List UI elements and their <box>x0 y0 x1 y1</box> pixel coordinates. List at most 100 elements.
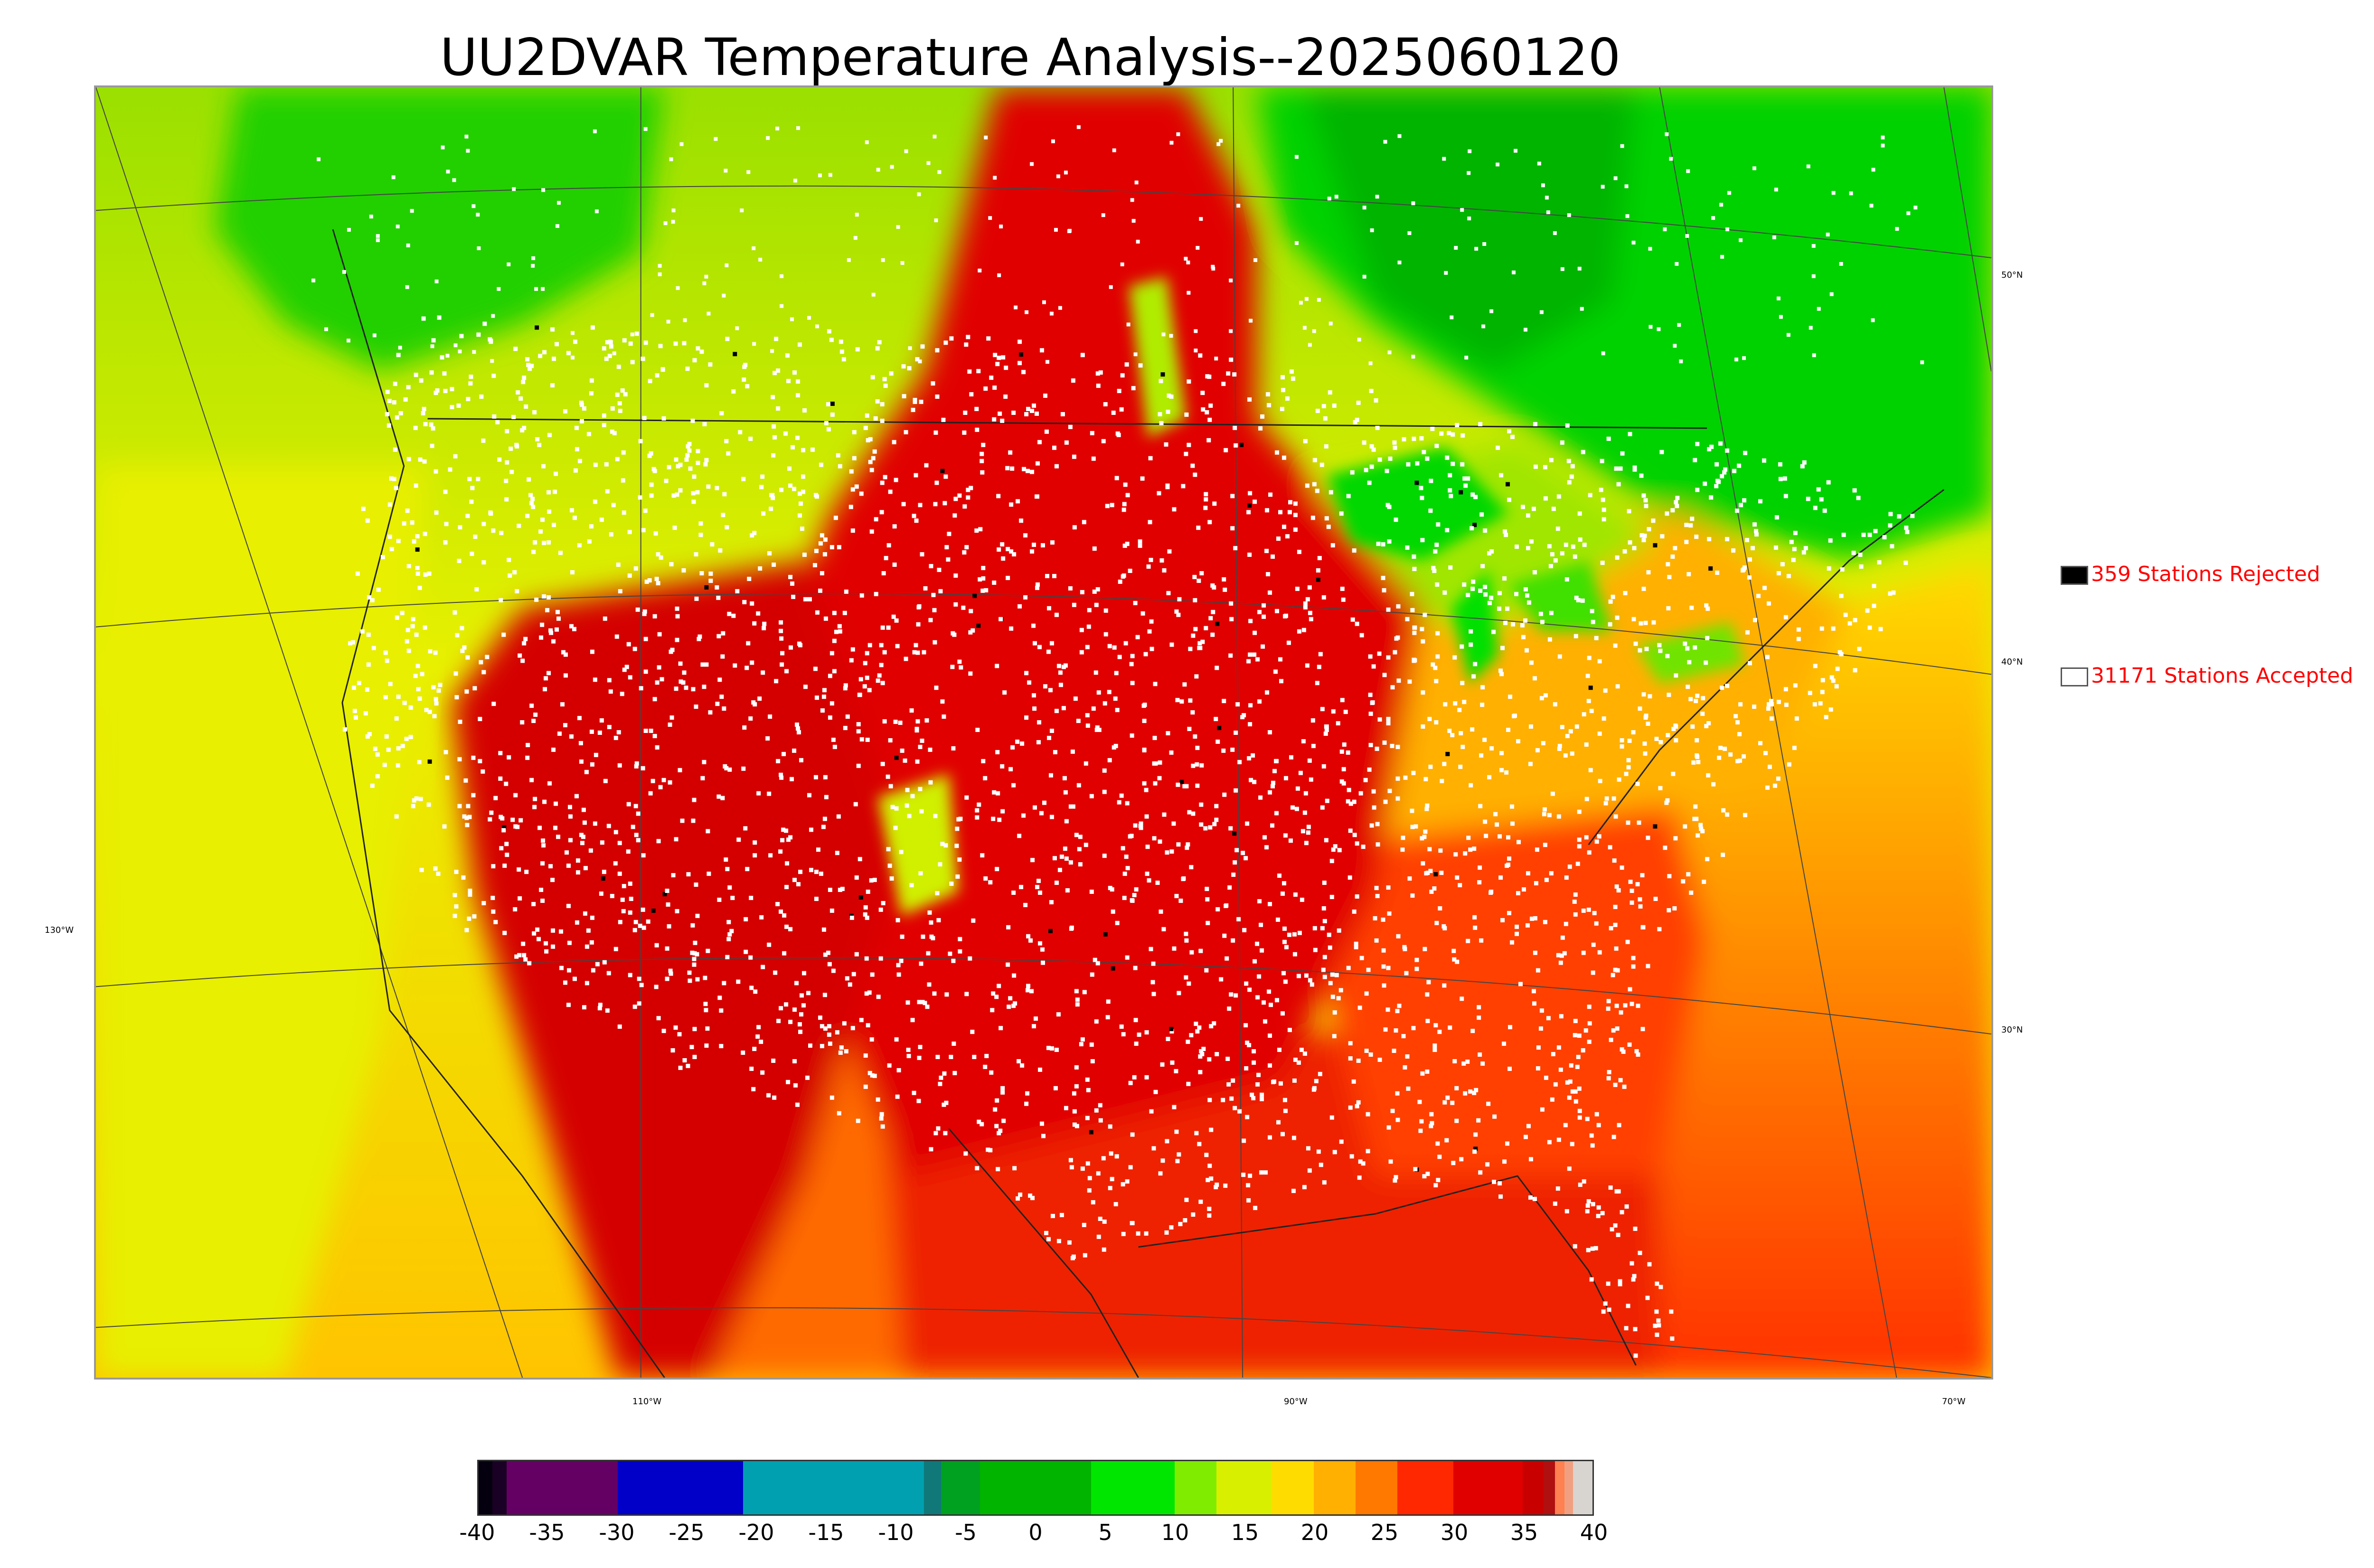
station-marker <box>1320 926 1325 930</box>
station-marker <box>400 743 405 748</box>
station-marker <box>865 737 870 742</box>
station-marker <box>1121 574 1125 579</box>
station-marker <box>1268 1063 1272 1068</box>
station-marker <box>1385 469 1389 473</box>
station-marker <box>936 1126 941 1131</box>
station-marker <box>1054 1048 1059 1052</box>
station-marker <box>445 354 450 358</box>
station-marker <box>706 829 710 834</box>
station-marker <box>518 653 522 658</box>
station-marker <box>1115 431 1120 436</box>
station-marker <box>1559 953 1564 958</box>
station-marker <box>413 674 418 678</box>
station-marker <box>814 896 819 901</box>
station-marker <box>1564 1209 1569 1214</box>
station-marker <box>785 353 790 358</box>
station-marker <box>703 976 707 980</box>
station-marker <box>1187 981 1191 986</box>
station-marker <box>1410 592 1414 596</box>
station-marker <box>1086 624 1091 629</box>
station-marker <box>753 840 757 845</box>
station-marker <box>1032 706 1037 711</box>
station-marker <box>1152 735 1157 740</box>
station-marker <box>1244 856 1248 861</box>
station-marker <box>823 537 828 542</box>
station-marker <box>1421 690 1425 695</box>
station-marker <box>628 341 633 346</box>
station-marker <box>478 759 482 763</box>
station-marker <box>1435 1141 1440 1146</box>
station-marker <box>1589 1133 1594 1138</box>
station-marker <box>916 622 921 627</box>
station-marker <box>1212 585 1216 590</box>
station-marker <box>1483 528 1488 533</box>
station-marker <box>1229 1096 1234 1101</box>
station-marker <box>1038 941 1043 946</box>
station-marker <box>414 632 419 637</box>
station-marker <box>1030 162 1034 166</box>
station-marker <box>1246 510 1251 515</box>
station-marker <box>582 820 587 825</box>
station-marker <box>1145 872 1149 876</box>
station-marker <box>707 872 711 876</box>
station-marker <box>815 324 819 329</box>
station-marker <box>653 531 658 536</box>
station-marker <box>1145 845 1150 849</box>
station-marker <box>780 838 785 843</box>
station-marker <box>831 737 836 742</box>
station-marker <box>1383 799 1388 804</box>
station-marker <box>529 778 534 782</box>
station-marker <box>1705 636 1710 640</box>
station-marker <box>1723 746 1727 751</box>
station-marker <box>1430 426 1435 431</box>
station-marker <box>457 757 462 761</box>
station-marker <box>894 1037 899 1042</box>
station-marker <box>1346 799 1350 804</box>
station-marker <box>423 532 427 536</box>
station-marker <box>1174 1129 1179 1134</box>
station-marker <box>1820 678 1825 683</box>
station-marker <box>593 821 597 826</box>
station-marker <box>784 1002 789 1007</box>
station-marker <box>1283 979 1288 984</box>
station-marker <box>1386 1125 1391 1130</box>
station-marker <box>1502 1042 1507 1046</box>
station-marker <box>1348 1041 1353 1046</box>
station-marker <box>1362 206 1366 210</box>
station-marker <box>643 127 648 131</box>
station-marker <box>412 539 416 544</box>
station-marker <box>1582 543 1587 547</box>
station-marker <box>1074 1084 1079 1089</box>
station-marker <box>1089 1042 1094 1047</box>
station-marker <box>1138 363 1143 368</box>
station-marker <box>642 415 647 420</box>
station-marker <box>1068 804 1073 809</box>
station-marker <box>1207 417 1212 422</box>
station-marker <box>1839 262 1843 266</box>
station-marker <box>1184 975 1188 980</box>
station-marker <box>1374 886 1379 891</box>
station-marker <box>472 686 477 691</box>
station-marker <box>1257 699 1262 704</box>
station-marker <box>931 592 936 597</box>
station-marker <box>1608 599 1613 604</box>
station-marker <box>1803 546 1808 551</box>
station-marker <box>813 775 818 779</box>
station-marker <box>836 453 840 458</box>
station-marker <box>1541 741 1545 745</box>
station-marker <box>1407 231 1412 235</box>
station-marker <box>877 673 882 678</box>
station-marker <box>546 490 551 495</box>
station-marker <box>911 408 915 412</box>
map-canvas <box>96 87 1991 1378</box>
station-marker <box>586 928 591 933</box>
station-marker <box>630 360 635 365</box>
station-marker <box>772 1095 777 1100</box>
station-marker <box>490 359 494 363</box>
station-marker <box>1769 716 1774 721</box>
station-marker <box>975 808 980 813</box>
station-marker <box>599 718 604 723</box>
station-marker <box>1240 715 1245 720</box>
station-marker <box>909 883 914 888</box>
station-marker <box>1064 170 1068 175</box>
